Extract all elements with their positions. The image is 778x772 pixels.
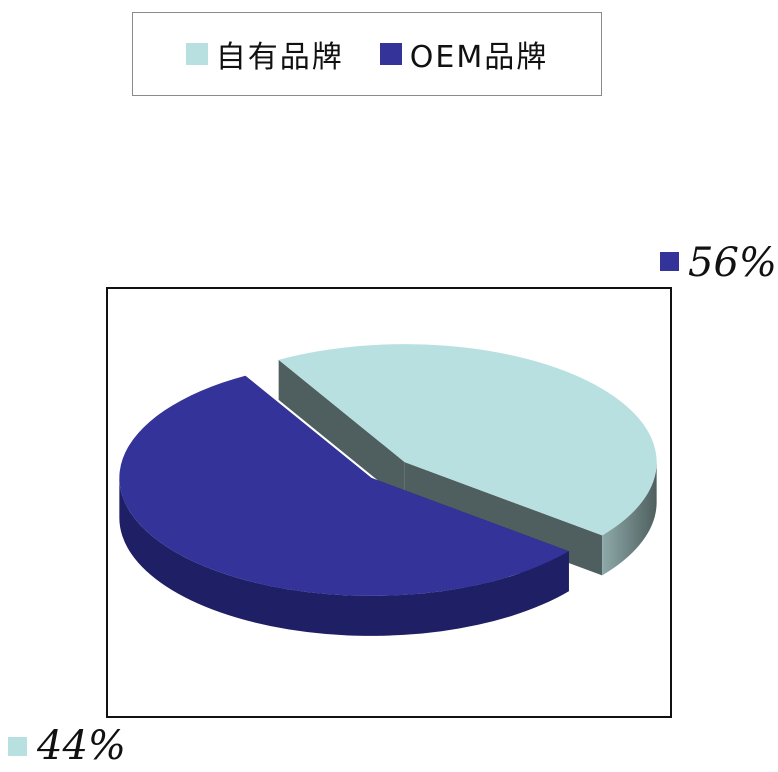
data-label-oem-brand: 56% — [660, 240, 777, 286]
slice-top-oem-brand — [119, 375, 569, 596]
data-label-swatch-oem-brand — [660, 252, 679, 271]
slice-top-own-brand — [278, 344, 657, 536]
slice-side-oem-brand-0 — [119, 477, 569, 636]
pie-slice-oem-brand — [119, 375, 569, 636]
legend-entry-oem-brand: OEM品牌 — [379, 32, 549, 76]
data-label-swatch-own-brand — [8, 736, 27, 756]
slice-wall-own-brand-0 — [278, 359, 405, 503]
slice-side-own-brand-0 — [602, 462, 657, 576]
legend-entry-own-brand: 自有品牌 — [185, 32, 344, 76]
legend-swatch-oem-brand — [379, 43, 402, 65]
data-label-text-own-brand: 44% — [37, 723, 126, 769]
data-label-own-brand: 44% — [8, 723, 126, 769]
plot-area-frame — [106, 287, 672, 718]
chart-legend: 自有品牌 OEM品牌 — [132, 12, 602, 96]
data-label-text-oem-brand: 56% — [688, 240, 777, 286]
legend-label-oem-brand: OEM品牌 — [409, 40, 549, 75]
legend-swatch-own-brand — [185, 43, 208, 65]
legend-label-own-brand: 自有品牌 — [215, 40, 344, 75]
